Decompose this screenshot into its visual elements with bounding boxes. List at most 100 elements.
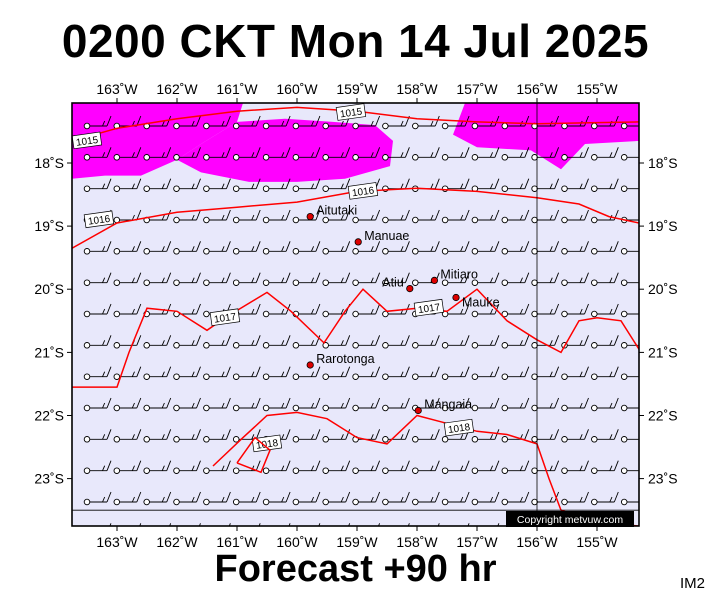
wind-barb xyxy=(591,147,619,161)
wind-barb xyxy=(620,154,639,161)
wind-barb xyxy=(203,397,231,412)
wind-barb xyxy=(113,429,142,443)
wind-barb xyxy=(501,491,530,506)
wind-barb xyxy=(83,303,112,318)
rain-area xyxy=(72,103,243,179)
wind-barb xyxy=(531,335,560,349)
wind-barb xyxy=(262,460,291,474)
wind-barb xyxy=(262,335,291,349)
wind-barb xyxy=(322,272,351,286)
wind-barb xyxy=(203,491,231,506)
wind-barb xyxy=(173,241,201,255)
wind-barb xyxy=(262,209,291,224)
wind-barb xyxy=(382,272,410,286)
lon-tick-label-bottom: 159˚W xyxy=(336,534,378,550)
wind-barb xyxy=(378,523,381,526)
wind-barb xyxy=(382,303,410,318)
wind-barb xyxy=(412,147,440,161)
wind-barb xyxy=(83,429,112,443)
wind-barb xyxy=(173,460,201,474)
isobar-label: 1016 xyxy=(83,210,115,229)
wind-barb xyxy=(620,122,639,130)
lon-tick-label-bottom: 161˚W xyxy=(216,534,258,550)
isobar-label: 1018 xyxy=(251,434,283,453)
wind-barb xyxy=(501,115,530,130)
wind-barb xyxy=(441,147,470,161)
wind-barb xyxy=(288,523,291,526)
wind-barb xyxy=(232,272,261,286)
wind-barb xyxy=(501,147,530,161)
wind-barb xyxy=(441,272,470,286)
wind-barb xyxy=(382,147,410,161)
lat-tick-label-left: 18˚S xyxy=(34,155,64,171)
wind-barb xyxy=(232,335,261,349)
wind-barb xyxy=(561,460,589,474)
wind-barb xyxy=(258,523,261,526)
wind-barb xyxy=(83,491,112,506)
isobar-label: 1018 xyxy=(443,418,475,437)
wind-barb xyxy=(620,248,639,255)
svg-text:1015: 1015 xyxy=(75,135,99,149)
wind-barb xyxy=(471,147,500,161)
wind-barb xyxy=(382,241,410,255)
island-label: Rarotonga xyxy=(316,352,374,366)
wind-barb xyxy=(412,209,440,224)
svg-text:1017: 1017 xyxy=(213,312,237,326)
wind-barb xyxy=(620,279,639,286)
wind-barb xyxy=(173,366,201,380)
wind-barb xyxy=(501,178,530,192)
wind-barb xyxy=(113,397,142,412)
lat-tick-label-left: 23˚S xyxy=(34,471,64,487)
isobars: 1015 1015 1016 1016 1017 1017 1018 1018 xyxy=(72,103,639,526)
wind-barb xyxy=(232,178,261,192)
wind-barb xyxy=(531,303,560,318)
copyright-box: Copyright metvuw.com xyxy=(506,511,634,527)
wind-barb xyxy=(471,429,500,443)
wind-barb xyxy=(139,523,142,526)
wind-barb xyxy=(412,366,440,380)
lon-tick-label-bottom: 156˚W xyxy=(516,534,558,550)
lat-tick-label-right: 18˚S xyxy=(648,155,678,171)
wind-barb xyxy=(531,115,560,130)
wind-barb xyxy=(591,397,619,412)
svg-text:1016: 1016 xyxy=(351,185,375,199)
wind-barb xyxy=(501,366,530,380)
lat-tick-label-right: 20˚S xyxy=(648,281,678,297)
wind-barb xyxy=(83,460,112,474)
wind-barb xyxy=(382,460,410,474)
wind-barb xyxy=(232,209,261,224)
wind-barb xyxy=(352,335,381,349)
island-marker: Aitutaki xyxy=(306,204,357,221)
wind-barb xyxy=(412,460,440,474)
lat-tick-label-right: 23˚S xyxy=(648,471,678,487)
wind-barb xyxy=(501,209,530,224)
wind-barb xyxy=(531,241,560,255)
wind-barb xyxy=(109,523,112,526)
wind-barb xyxy=(173,272,201,286)
wind-barb xyxy=(531,366,560,380)
rain-areas xyxy=(72,103,639,182)
lon-tick-label-top: 158˚W xyxy=(396,81,438,97)
wind-barb xyxy=(322,429,351,443)
wind-barb xyxy=(143,397,172,412)
wind-barb xyxy=(232,147,261,161)
lat-tick-label-right: 22˚S xyxy=(648,408,678,424)
island-dot xyxy=(452,293,460,302)
wind-barb xyxy=(83,178,112,192)
wind-barb xyxy=(382,491,410,506)
wind-barb xyxy=(232,241,261,255)
wind-barb xyxy=(143,366,172,380)
wind-barb xyxy=(83,335,112,349)
wind-barb xyxy=(591,303,619,318)
wind-barb xyxy=(382,397,410,412)
wind-barb xyxy=(531,147,560,161)
wind-barb xyxy=(143,429,172,443)
wind-barb xyxy=(173,397,201,412)
wind-barb xyxy=(561,178,589,192)
lon-tick-label-top: 159˚W xyxy=(336,81,378,97)
lat-tick-label-right: 21˚S xyxy=(648,344,678,360)
wind-barb xyxy=(232,397,261,412)
wind-barb xyxy=(620,467,639,474)
wind-barb xyxy=(352,241,381,255)
wind-barb xyxy=(501,397,530,412)
